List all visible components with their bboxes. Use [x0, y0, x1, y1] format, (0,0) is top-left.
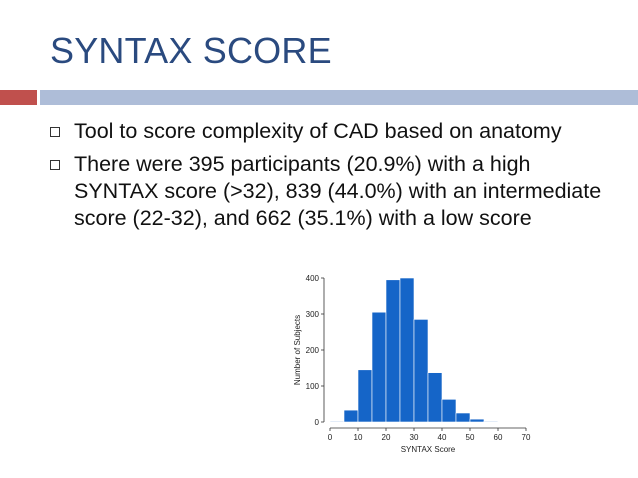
- x-tick-label: 60: [494, 433, 503, 442]
- x-tick-label: 0: [328, 433, 333, 442]
- title-accent-bar: [0, 90, 37, 105]
- bullet-text: There were 395 participants (20.9%) with…: [74, 152, 602, 230]
- histogram-bars: [329, 277, 513, 423]
- y-tick-label: 0: [315, 418, 320, 427]
- histogram-bar: [497, 421, 513, 423]
- bullet-item: Tool to score complexity of CAD based on…: [50, 118, 610, 145]
- histogram-bar: [469, 418, 485, 423]
- x-tick-label: 50: [466, 433, 475, 442]
- histogram-bar: [427, 372, 443, 423]
- x-axis-label: SYNTAX Score: [401, 445, 456, 454]
- histogram-bar: [385, 279, 401, 423]
- histogram-bar: [455, 412, 471, 423]
- bullet-list: Tool to score complexity of CAD based on…: [50, 118, 610, 238]
- histogram-bar: [399, 277, 415, 423]
- histogram-chart: 0 100 200 300 400 0 10 20 30 40 50 60 70 SYNTAX Score…: [293, 274, 531, 454]
- histogram-panel: 0 100 200 300 400 0 10 20 30 40 50 60 70 SYNTAX Score…: [286, 270, 536, 470]
- y-tick-label: 100: [306, 382, 320, 391]
- histogram-bar: [343, 409, 359, 423]
- x-tick-label: 10: [354, 433, 363, 442]
- histogram-bar: [371, 311, 387, 423]
- x-tick-label: 30: [410, 433, 419, 442]
- histogram-bar: [329, 420, 345, 423]
- slide-title: SYNTAX SCORE: [50, 30, 332, 71]
- histogram-bar: [483, 420, 499, 423]
- histogram-axes: 0 100 200 300 400 0 10 20 30 40 50 60 70 SYNTAX Score…: [293, 274, 531, 454]
- y-tick-label: 400: [306, 274, 320, 283]
- x-tick-label: 40: [438, 433, 447, 442]
- y-tick-label: 300: [306, 310, 320, 319]
- bullet-square-icon: [50, 160, 60, 170]
- y-tick-label: 200: [306, 346, 320, 355]
- title-divider-bar: [40, 90, 638, 105]
- histogram-bar: [357, 369, 373, 423]
- histogram-bar: [413, 319, 429, 423]
- bullet-item: There were 395 participants (20.9%) with…: [50, 151, 610, 232]
- histogram-bar: [441, 399, 457, 423]
- bullet-text: Tool to score complexity of CAD based on…: [74, 119, 562, 143]
- x-tick-label: 70: [522, 433, 531, 442]
- bullet-square-icon: [50, 127, 60, 137]
- y-axis-label: Number of Subjects: [293, 315, 302, 385]
- x-tick-label: 20: [382, 433, 391, 442]
